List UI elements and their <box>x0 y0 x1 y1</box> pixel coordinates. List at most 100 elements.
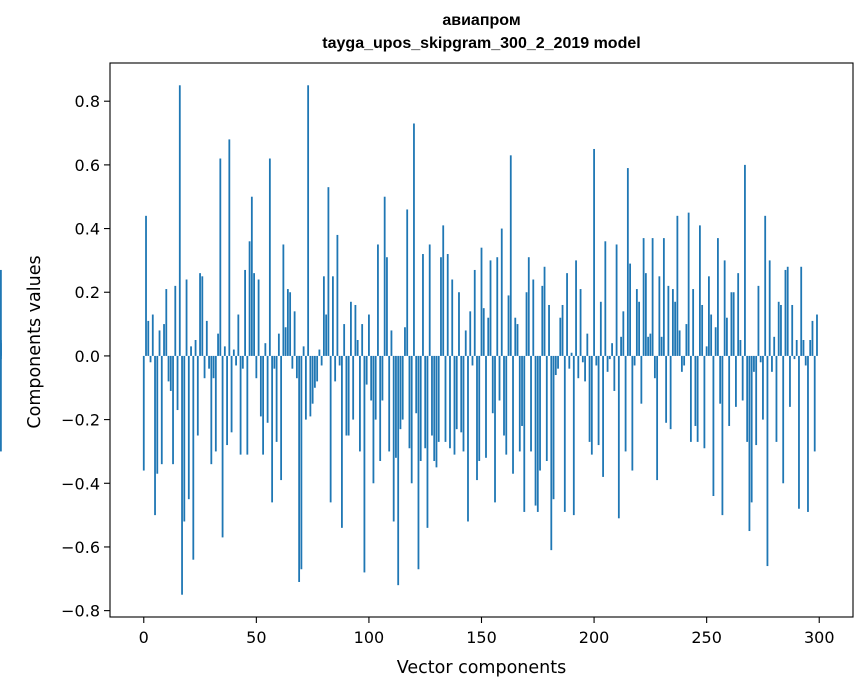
bar <box>575 260 577 356</box>
bar <box>809 340 812 356</box>
bar <box>516 324 519 356</box>
bar <box>338 355 341 366</box>
bar <box>721 355 724 516</box>
bar <box>602 355 604 477</box>
bar <box>149 355 152 363</box>
bar <box>467 355 469 522</box>
bar <box>496 257 499 356</box>
bar <box>462 355 465 452</box>
bar <box>392 355 395 522</box>
bar <box>437 355 440 442</box>
x-axis-ticks: 0 50 100 150 200 250 300 <box>139 617 835 647</box>
bar <box>638 301 641 356</box>
bar <box>687 212 690 356</box>
bar <box>295 355 298 379</box>
bar <box>386 257 388 356</box>
bar <box>244 269 246 356</box>
bar <box>217 333 219 356</box>
bar <box>183 355 186 522</box>
bar <box>579 289 582 356</box>
bar <box>289 292 292 356</box>
bar <box>622 311 625 356</box>
bar <box>350 301 352 356</box>
bar <box>525 292 528 356</box>
bar <box>629 263 631 356</box>
bar <box>410 355 413 484</box>
bar <box>581 355 584 363</box>
bar <box>181 355 183 595</box>
bar <box>424 355 427 449</box>
bar <box>507 295 510 356</box>
bar <box>656 355 659 481</box>
bar <box>750 355 753 503</box>
bar <box>453 355 456 455</box>
bar <box>334 355 337 382</box>
bar <box>151 314 154 356</box>
bar <box>253 273 255 356</box>
bar <box>552 355 555 500</box>
bar <box>147 320 150 356</box>
bar <box>219 158 222 356</box>
bar <box>302 346 305 356</box>
bar <box>521 355 523 426</box>
bar <box>277 333 280 356</box>
bar <box>753 355 755 372</box>
bar <box>264 343 267 356</box>
bar <box>782 355 785 484</box>
bar <box>203 355 206 379</box>
bar <box>332 276 334 356</box>
bar <box>606 355 609 372</box>
bar <box>678 330 681 356</box>
bar <box>494 355 496 503</box>
bar <box>232 349 235 356</box>
bar <box>491 355 494 414</box>
bar <box>352 355 355 420</box>
bar <box>588 355 591 442</box>
bar <box>388 355 391 452</box>
bar <box>500 228 503 356</box>
bar <box>723 260 726 356</box>
bar <box>692 289 695 356</box>
bar <box>804 355 807 366</box>
bar <box>404 327 406 356</box>
bar <box>640 355 643 404</box>
bar <box>415 355 418 414</box>
bar <box>746 355 749 442</box>
bar <box>255 355 258 379</box>
bar <box>313 355 316 388</box>
bar <box>444 355 447 442</box>
bar <box>446 254 449 356</box>
bar <box>345 355 348 436</box>
bar <box>642 238 645 356</box>
bar <box>413 123 415 356</box>
bar <box>451 279 454 356</box>
bar <box>732 292 735 356</box>
bar <box>536 355 539 512</box>
bar <box>248 241 251 356</box>
bar <box>620 336 622 356</box>
x-tick-label: 100 <box>354 628 385 647</box>
bar <box>282 244 285 356</box>
bar <box>651 238 654 356</box>
bar <box>764 215 767 356</box>
bar <box>145 215 147 356</box>
bar <box>617 355 620 519</box>
bar <box>298 355 301 582</box>
bar <box>205 320 208 356</box>
bar <box>212 355 215 379</box>
bar <box>597 355 600 446</box>
bar <box>647 336 650 356</box>
x-tick-label: 150 <box>466 628 497 647</box>
bar <box>322 276 325 356</box>
bar <box>275 355 278 442</box>
bar <box>559 317 562 356</box>
bar <box>554 355 557 376</box>
bar <box>426 355 429 528</box>
bar <box>397 355 400 586</box>
bar <box>185 279 188 356</box>
bar <box>771 355 773 372</box>
bar <box>786 266 789 356</box>
bar <box>239 355 242 455</box>
bar <box>717 238 719 356</box>
bar <box>816 314 818 356</box>
